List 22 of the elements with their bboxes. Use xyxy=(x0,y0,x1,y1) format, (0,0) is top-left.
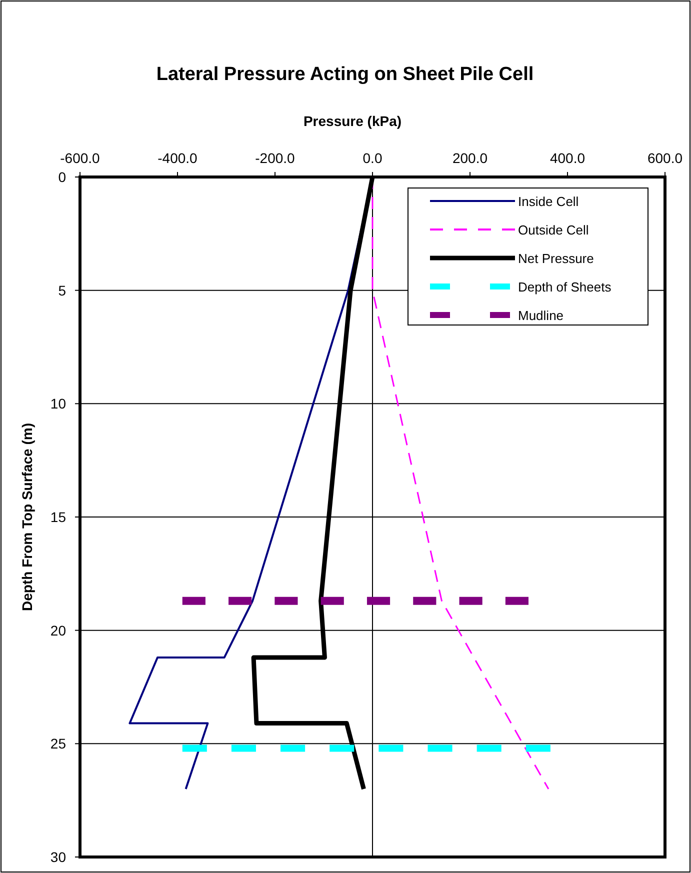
x-tick-label: 0.0 xyxy=(362,150,382,166)
y-tick-label: 10 xyxy=(50,396,66,412)
x-tick-label: 400.0 xyxy=(550,150,586,166)
y-tick-label: 15 xyxy=(50,509,66,525)
y-tick-label: 20 xyxy=(50,622,66,638)
y-tick-label: 30 xyxy=(50,849,66,865)
x-tick-label: -400.0 xyxy=(158,150,198,166)
legend-label: Inside Cell xyxy=(518,194,579,209)
y-tick-label: 5 xyxy=(58,282,66,298)
x-tick-label: 200.0 xyxy=(452,150,488,166)
legend-label: Mudline xyxy=(518,308,564,323)
chart-title: Lateral Pressure Acting on Sheet Pile Cell xyxy=(156,64,534,85)
y-tick-label: 0 xyxy=(58,169,66,185)
x-tick-label: -600.0 xyxy=(60,150,100,166)
x-tick-label: -200.0 xyxy=(255,150,296,166)
y-axis-title: Depth From Top Surface (m) xyxy=(19,423,35,611)
x-tick-label: 600.0 xyxy=(647,150,683,166)
legend-label: Outside Cell xyxy=(518,222,589,238)
x-axis-title: Pressure (kPa) xyxy=(303,113,402,129)
legend-label: Depth of Sheets xyxy=(518,280,612,294)
y-tick-label: 25 xyxy=(50,736,66,752)
legend-label: Net Pressure xyxy=(518,251,594,266)
